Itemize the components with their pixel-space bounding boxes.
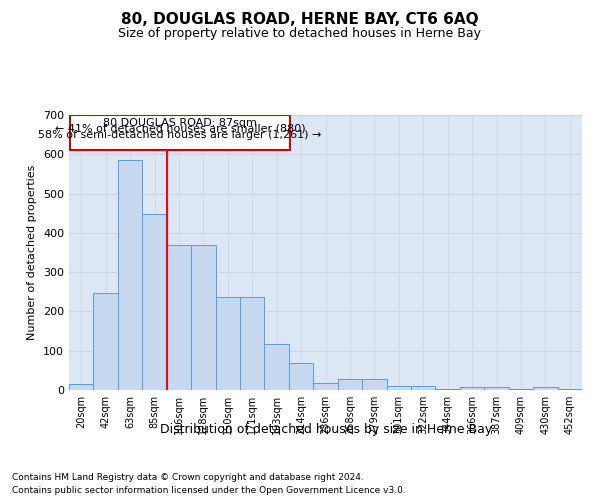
Bar [313, 383, 338, 390]
Bar [460, 387, 484, 390]
Bar [191, 244, 215, 390]
Bar [411, 386, 436, 390]
Text: Contains public sector information licensed under the Open Government Licence v3: Contains public sector information licen… [12, 486, 406, 495]
Bar [69, 384, 94, 390]
Bar [436, 389, 460, 390]
Text: 80 DOUGLAS ROAD: 87sqm: 80 DOUGLAS ROAD: 87sqm [103, 118, 257, 128]
Bar [118, 160, 142, 390]
Bar [338, 379, 362, 390]
Bar [289, 364, 313, 390]
Text: 80, DOUGLAS ROAD, HERNE BAY, CT6 6AQ: 80, DOUGLAS ROAD, HERNE BAY, CT6 6AQ [121, 12, 479, 28]
Y-axis label: Number of detached properties: Number of detached properties [28, 165, 37, 340]
Bar [265, 344, 289, 390]
Bar [386, 386, 411, 390]
Bar [70, 115, 290, 150]
Bar [142, 214, 167, 390]
Text: ← 41% of detached houses are smaller (880): ← 41% of detached houses are smaller (88… [55, 124, 305, 134]
Text: Contains HM Land Registry data © Crown copyright and database right 2024.: Contains HM Land Registry data © Crown c… [12, 472, 364, 482]
Bar [167, 244, 191, 390]
Text: Distribution of detached houses by size in Herne Bay: Distribution of detached houses by size … [160, 422, 492, 436]
Bar [557, 389, 582, 390]
Text: Size of property relative to detached houses in Herne Bay: Size of property relative to detached ho… [119, 28, 482, 40]
Bar [362, 379, 386, 390]
Bar [533, 387, 557, 390]
Bar [94, 292, 118, 390]
Bar [215, 297, 240, 390]
Bar [509, 389, 533, 390]
Bar [484, 387, 509, 390]
Bar [240, 297, 265, 390]
Text: 58% of semi-detached houses are larger (1,261) →: 58% of semi-detached houses are larger (… [38, 130, 322, 140]
